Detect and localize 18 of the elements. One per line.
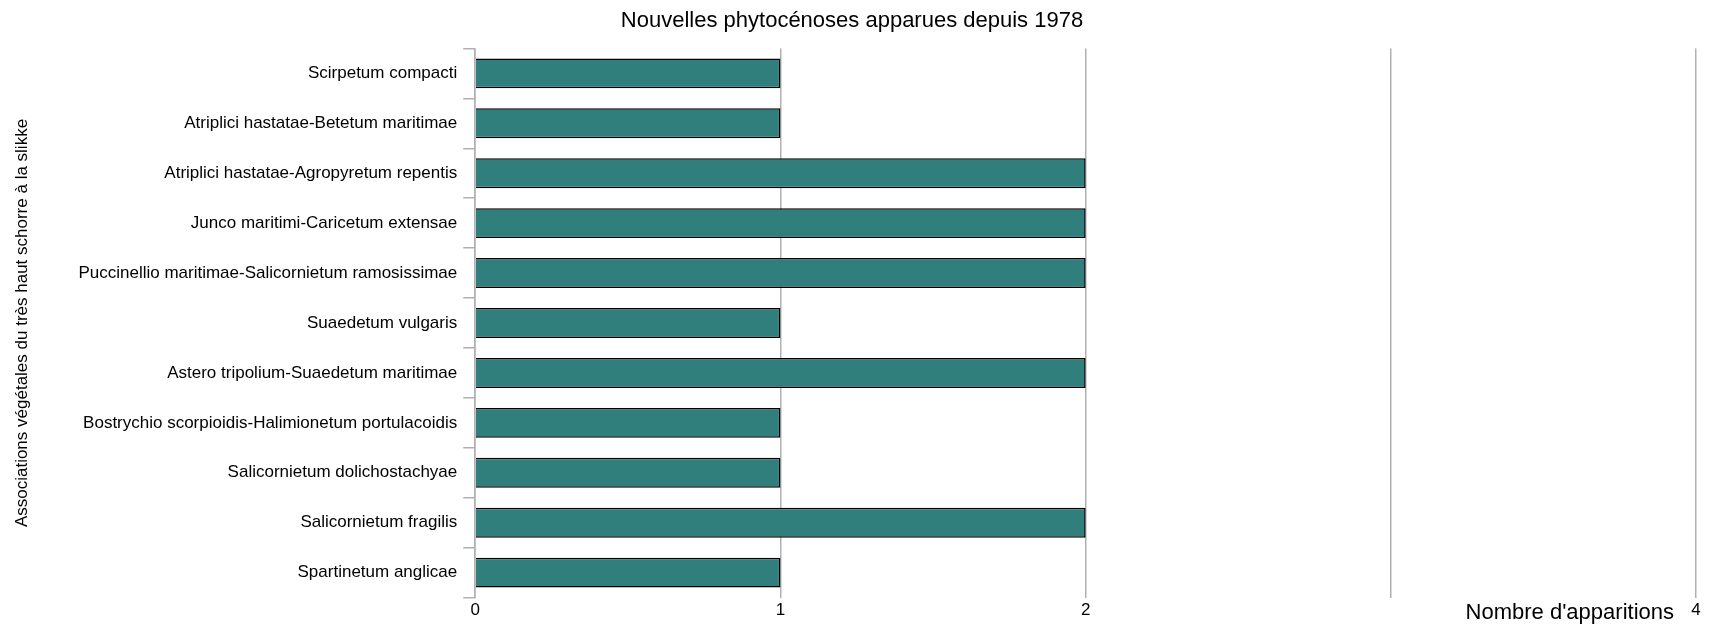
y-tick-label: Puccinellio maritimae-Salicornietum ramosissimae	[78, 262, 458, 282]
x-axis-title: Nombre d'apparitions	[1465, 599, 1674, 625]
y-tick-label: Astero tripolium-Suaedetum maritimae	[167, 362, 458, 382]
x-tick-label: 1	[775, 600, 786, 620]
y-axis-title: Associations végétales du très haut schorre à la slikke	[11, 118, 31, 528]
y-tick-label: Atriplici hastatae-Betetum maritimae	[184, 112, 458, 132]
chart-title: Nouvelles phytocénoses apparues depuis 1978	[620, 7, 1084, 33]
y-tick-label: Junco maritimi-Caricetum extensae	[190, 212, 458, 232]
y-tick-label: Suaedetum vulgaris	[306, 312, 458, 332]
y-tick-label: Salicornietum dolichostachyae	[227, 462, 458, 482]
y-tick-label: Atriplici hastatae-Agropyretum repentis	[164, 162, 458, 182]
x-tick-label: 4	[1691, 600, 1701, 620]
y-tick-label: Salicornietum fragilis	[300, 512, 458, 532]
x-tick-label: 2	[1080, 600, 1091, 620]
x-tick-label: 0	[470, 600, 480, 620]
y-tick-label: Scirpetum compacti	[307, 63, 458, 83]
y-tick-label: Bostrychio scorpioidis-Halimionetum portulacoidis	[83, 412, 458, 432]
y-tick-label: Spartinetum anglicae	[297, 562, 458, 582]
